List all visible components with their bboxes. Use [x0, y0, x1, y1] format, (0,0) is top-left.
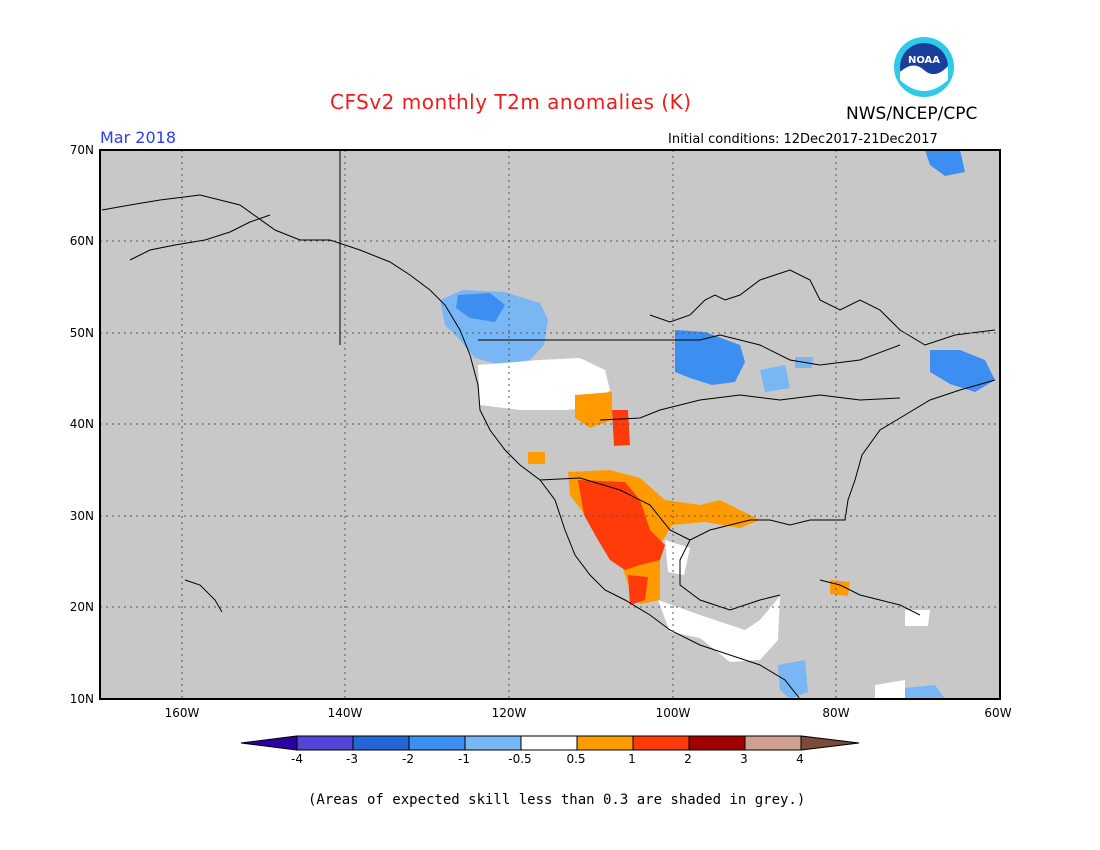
lat-tick: 70N — [70, 143, 94, 157]
cool-anomaly-lakes — [760, 365, 790, 392]
legend-swatch — [408, 735, 466, 751]
neutral-south-caribbean — [875, 680, 905, 699]
lat-tick: 20N — [70, 600, 94, 614]
strong-warm-mexico-north — [578, 480, 665, 570]
strong-warm-mexico-west — [628, 575, 648, 605]
legend-swatch — [688, 735, 746, 751]
legend-label: -3 — [346, 752, 358, 766]
us-canada-border — [478, 334, 901, 366]
warm-anomaly-utah — [575, 392, 612, 428]
lon-tick: 160W — [165, 706, 200, 720]
logo-text: NOAA — [908, 55, 940, 66]
lon-tick: 140W — [328, 706, 363, 720]
hawaii-islands — [184, 579, 223, 613]
forecast-month: Mar 2018 — [100, 128, 176, 147]
lat-tick: 50N — [70, 326, 94, 340]
legend-swatch — [520, 735, 578, 751]
legend-swatch — [296, 735, 354, 751]
state-line-approx — [599, 394, 901, 421]
cool-anomaly-central-america — [778, 660, 808, 699]
cool-anomaly-arctic — [925, 150, 965, 176]
lat-tick: 10N — [70, 692, 94, 706]
lon-tick: 120W — [492, 706, 527, 720]
map-frame — [99, 149, 1001, 700]
lon-ticks: 160W 140W 120W 100W 80W 60W — [165, 706, 1012, 720]
legend-label: 0.5 — [566, 752, 585, 766]
initial-conditions: Initial conditions: 12Dec2017-21Dec2017 — [668, 132, 938, 147]
legend-label: 3 — [740, 752, 748, 766]
agency-label: NWS/NCEP/CPC — [846, 104, 978, 124]
cool-anomaly-midwest — [675, 330, 745, 385]
legend-label: -0.5 — [508, 752, 531, 766]
us-mexico-border — [539, 477, 691, 541]
lon-tick: 60W — [984, 706, 1011, 720]
neutral-southern-mexico — [658, 596, 780, 662]
cool-anomaly-pnw-core — [456, 293, 505, 322]
cool-anomaly-maritimes — [930, 350, 995, 392]
skill-note: (Areas of expected skill less than 0.3 a… — [308, 792, 806, 808]
lat-tick: 40N — [70, 417, 94, 431]
pacific-coast — [101, 194, 801, 700]
legend-label: -4 — [291, 752, 303, 766]
alaska-south-coast — [129, 214, 271, 261]
warm-anomaly-nevada — [528, 452, 545, 464]
cuba-outline — [819, 579, 921, 616]
legend-arrow-high — [800, 735, 860, 751]
legend-swatch — [352, 735, 410, 751]
legend-label: -1 — [458, 752, 470, 766]
cool-anomaly-caribbean — [905, 685, 945, 699]
legend-swatch — [744, 735, 802, 751]
legend-label: 2 — [684, 752, 692, 766]
lon-tick: 100W — [656, 706, 691, 720]
legend-swatch — [576, 735, 634, 751]
lat-tick: 60N — [70, 234, 94, 248]
legend-swatch — [464, 735, 522, 751]
legend-label: -2 — [402, 752, 414, 766]
atlantic-gulf-coast — [679, 379, 996, 611]
lat-ticks: 70N 60N 50N 40N 30N 20N 10N — [70, 143, 94, 706]
grid-lines — [100, 150, 1000, 699]
lat-tick: 30N — [70, 509, 94, 523]
neutral-caribbean — [905, 610, 930, 626]
legend-label: 4 — [796, 752, 804, 766]
strong-warm-colorado — [612, 410, 630, 446]
legend-arrow-low — [240, 735, 298, 751]
legend-label: 1 — [628, 752, 636, 766]
legend-swatch — [632, 735, 690, 751]
noaa-logo: NOAA — [894, 37, 954, 97]
map-title: CFSv2 monthly T2m anomalies (K) — [330, 90, 692, 114]
lon-tick: 80W — [822, 706, 849, 720]
coastlines — [101, 150, 996, 700]
color-legend — [240, 735, 860, 751]
neutral-texas-coast — [665, 540, 690, 575]
legend-labels: -4 -3 -2 -1 -0.5 0.5 1 2 3 4 — [291, 752, 804, 766]
